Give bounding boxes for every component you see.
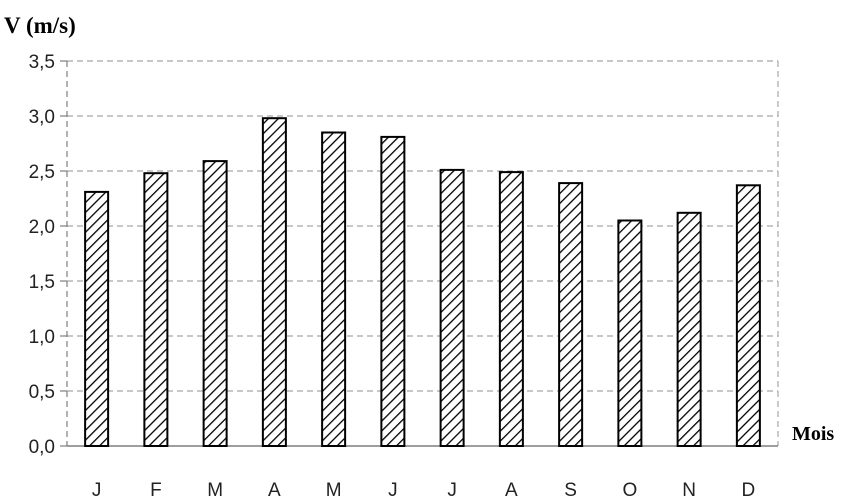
y-tick-label: 3,5 bbox=[29, 52, 55, 73]
bar-10 bbox=[617, 219, 643, 447]
y-tick-label: 1,5 bbox=[29, 272, 55, 293]
y-tick-label: 0,0 bbox=[29, 437, 55, 458]
bar-6 bbox=[380, 135, 406, 447]
y-tick-label: 2,0 bbox=[29, 217, 55, 238]
x-tick-label: N bbox=[682, 480, 696, 498]
x-tick-label: A bbox=[505, 480, 518, 498]
bar-7 bbox=[439, 168, 465, 447]
x-tick-label: J bbox=[447, 480, 457, 498]
x-tick-label: M bbox=[207, 480, 223, 498]
bar-9 bbox=[558, 182, 584, 447]
x-tick-label: D bbox=[742, 480, 756, 498]
bar-12 bbox=[735, 184, 761, 448]
axes bbox=[60, 60, 778, 447]
x-tick-label: F bbox=[150, 480, 162, 498]
bar-11 bbox=[676, 211, 702, 447]
x-axis-title: Mois bbox=[792, 423, 834, 445]
x-tick-label: O bbox=[622, 480, 637, 498]
bar-5 bbox=[321, 131, 347, 447]
y-tick-label: 0,5 bbox=[29, 382, 55, 403]
grid bbox=[67, 60, 779, 446]
bar-4 bbox=[261, 117, 287, 447]
y-tick-label: 2,5 bbox=[29, 162, 55, 183]
y-axis-title: V (m/s) bbox=[4, 13, 76, 38]
bar-3 bbox=[202, 160, 228, 447]
bar-8 bbox=[498, 171, 524, 447]
x-tick-label: J bbox=[388, 480, 398, 498]
bars bbox=[84, 117, 761, 448]
x-tick-label: M bbox=[326, 480, 342, 498]
bar-1 bbox=[84, 190, 110, 447]
tick-labels: 0,0 0,5 1,0 1,5 2,0 2,5 3,0 3,5 J F M A M J J A S O N D bbox=[29, 52, 756, 498]
y-tick-label: 1,0 bbox=[29, 327, 55, 348]
x-tick-label: S bbox=[564, 480, 577, 498]
x-tick-label: J bbox=[92, 480, 102, 498]
bar-2 bbox=[143, 172, 169, 447]
y-tick-label: 3,0 bbox=[29, 107, 55, 128]
x-tick-label: A bbox=[268, 480, 281, 498]
